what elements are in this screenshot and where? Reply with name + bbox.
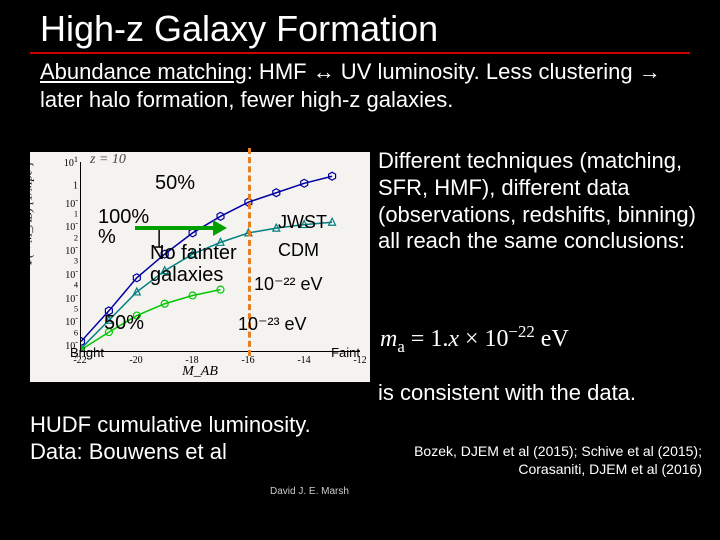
credits: Bozek, DJEM et al (2015); Schive et al (…	[380, 442, 702, 478]
page-title: High-z Galaxy Formation	[40, 8, 438, 50]
x-tick: -14	[297, 355, 310, 366]
ann-m22: 10⁻²² eV	[254, 274, 323, 295]
hudf-caption: HUDF cumulative luminosity. Data: Bouwen…	[30, 412, 330, 466]
ann-50-bottom: 50%	[104, 312, 144, 335]
formula: ma = 1.x × 10−22 eV	[380, 322, 700, 357]
formula-text: ma = 1.x × 10−22 eV	[380, 326, 569, 352]
y-axis-label: Φ(< M_AB) [1/Mpc³]	[21, 162, 36, 267]
author-name: David J. E. Marsh	[270, 486, 349, 497]
subtitle-underline: Abundance matching	[40, 59, 247, 84]
x-axis-label: M_AB	[30, 364, 370, 380]
ann-m23: 10⁻²³ eV	[238, 314, 307, 335]
subtitle: Abundance matching: HMF ↔ UV luminosity.…	[40, 58, 690, 113]
ann-cdm: CDM	[278, 240, 319, 261]
x-tick: -20	[129, 355, 142, 366]
title-rule	[30, 52, 690, 54]
x-tick: -16	[241, 355, 254, 366]
y-tick: 101	[62, 155, 78, 169]
x-tick: -12	[353, 355, 366, 366]
ann-50-top: 50%	[155, 172, 195, 195]
after-text: is consistent with the data.	[378, 380, 700, 407]
ann-no-fainter: No fainter galaxies	[150, 242, 250, 286]
ann-100-pct: %	[98, 226, 116, 249]
right-column-text: Different techniques (matching, SFR, HMF…	[378, 148, 700, 255]
x-tick: -18	[185, 355, 198, 366]
y-tick: 10-1	[62, 195, 78, 224]
y-tick: 1	[62, 180, 78, 191]
ann-jwst: JWST	[278, 212, 327, 233]
